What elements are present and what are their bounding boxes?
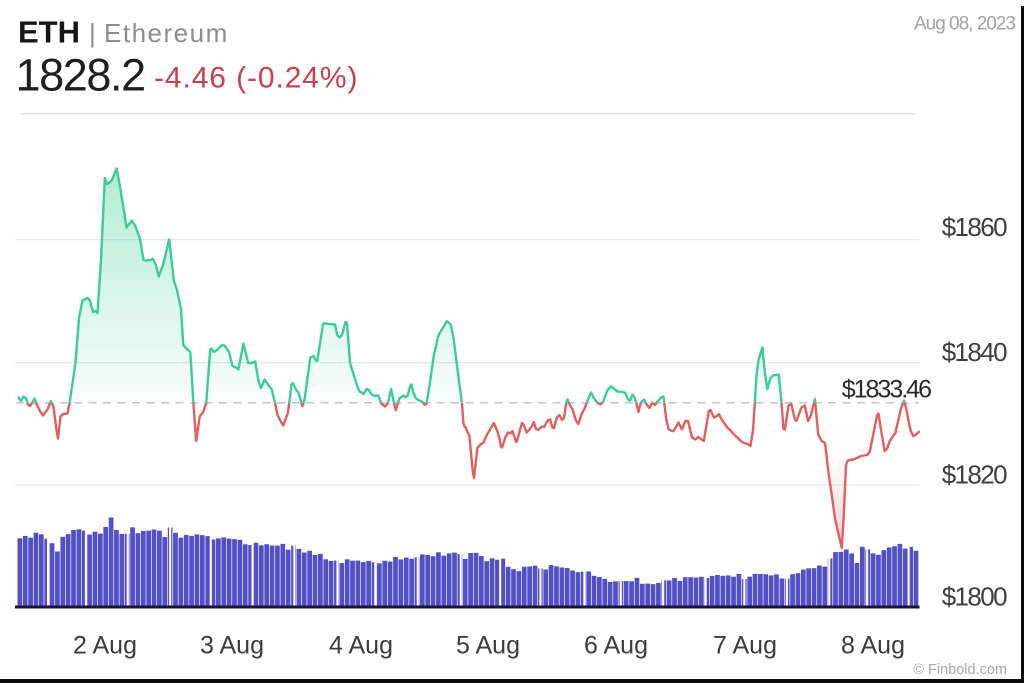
svg-text:|: | <box>89 18 96 48</box>
svg-text:2 Aug: 2 Aug <box>73 632 137 660</box>
svg-text:ETH: ETH <box>18 15 80 50</box>
svg-text:6 Aug: 6 Aug <box>584 632 648 660</box>
svg-text:Ethereum: Ethereum <box>104 18 229 48</box>
svg-text:$1840: $1840 <box>942 337 1007 367</box>
svg-text:$1833.46: $1833.46 <box>842 376 931 404</box>
svg-text:5 Aug: 5 Aug <box>456 632 520 660</box>
svg-text:7 Aug: 7 Aug <box>713 632 777 660</box>
svg-text:8 Aug: 8 Aug <box>841 632 905 660</box>
svg-text:© Finbold.com: © Finbold.com <box>913 662 1007 678</box>
svg-text:$1820: $1820 <box>942 460 1007 490</box>
svg-text:3 Aug: 3 Aug <box>200 632 264 660</box>
svg-text:Aug 08, 2023: Aug 08, 2023 <box>914 14 1015 35</box>
svg-text:$1800: $1800 <box>942 582 1007 612</box>
svg-text:$1860: $1860 <box>942 212 1007 242</box>
svg-text:4 Aug: 4 Aug <box>329 632 393 660</box>
svg-text:1828.2: 1828.2 <box>16 50 145 101</box>
svg-text:-4.46 (-0.24%): -4.46 (-0.24%) <box>154 62 358 95</box>
